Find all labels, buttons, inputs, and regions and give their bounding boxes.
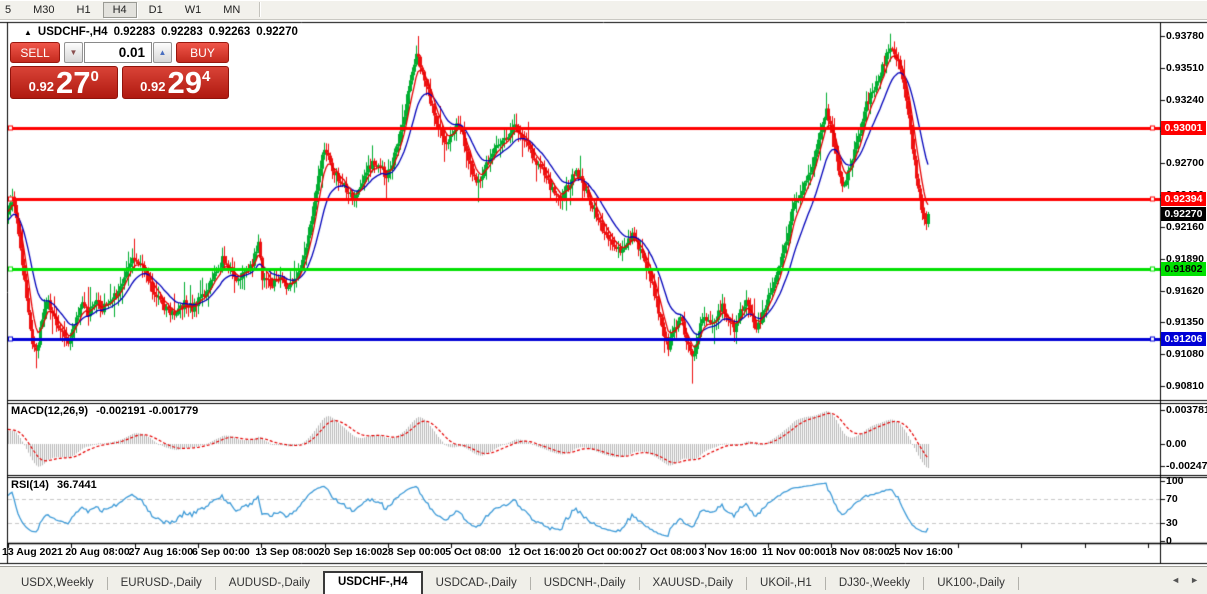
price-axis-label: 0.91350 [1166, 316, 1204, 329]
date-axis-label: 28 Sep 00:00 [381, 546, 446, 558]
price-axis-label: 0.93240 [1166, 93, 1204, 106]
chart-tab-uk100-daily[interactable]: UK100-,Daily [937, 577, 1005, 589]
price-axis-label: 0.92700 [1166, 157, 1204, 170]
volume-decrease-button[interactable]: ▼ [64, 42, 83, 63]
rsi-scale-label: 100 [1166, 475, 1184, 487]
macd-scale-label: 0.00 [1166, 438, 1187, 450]
timeframe-button-d1[interactable]: D1 [148, 3, 163, 16]
tab-scroll-left-icon[interactable]: ◄ [1171, 575, 1181, 585]
date-axis-label: 13 Aug 2021 [2, 546, 63, 558]
timeframe-button-mn[interactable]: MN [223, 3, 241, 16]
timeframe-button-m30[interactable]: M30 [33, 3, 55, 16]
tab-separator [529, 576, 531, 590]
ohlc-close: 0.92270 [256, 26, 298, 38]
macd-scale-label: -0.002476 [1166, 460, 1207, 472]
price-axis-label: 0.93780 [1166, 30, 1204, 43]
volume-input[interactable]: 0.01 [84, 42, 152, 63]
date-axis-label: 11 Nov 00:00 [761, 546, 826, 558]
tab-separator [106, 576, 108, 590]
date-axis-label: 27 Aug 16:00 [128, 546, 194, 558]
tab-scroll-right-icon[interactable]: ► [1190, 575, 1199, 585]
date-axis-label: 20 Sep 16:00 [318, 546, 383, 558]
macd-values: -0.002191 -0.001779 [96, 405, 199, 417]
one-click-trading-panel: SELL ▼ 0.01 ▲ BUY 0.92 27 0 0.92 29 4 [10, 42, 229, 99]
sell-price-base: 0.92 [28, 79, 54, 94]
buy-price-base: 0.92 [140, 79, 166, 94]
macd-name: MACD(12,26,9) [11, 405, 89, 417]
sell-price-big: 27 [55, 65, 91, 100]
sell-price-button[interactable]: 0.92 27 0 [10, 66, 118, 99]
tab-separator [923, 576, 925, 590]
buy-price-button[interactable]: 0.92 29 4 [121, 65, 229, 100]
tab-separator [214, 576, 216, 590]
macd-indicator-label: MACD(12,26,9) -0.002191 -0.001779 [11, 405, 198, 417]
chart-tab-ukoil-h1[interactable]: UKOil-,H1 [760, 577, 812, 589]
hline-price-tag: 0.92394 [1161, 192, 1206, 207]
rsi-scale-label: 70 [1166, 493, 1178, 505]
hline-price-tag: 0.91206 [1161, 332, 1206, 347]
price-axis-label: 0.92160 [1166, 220, 1204, 233]
price-axis-label: 0.91890 [1166, 252, 1204, 265]
date-axis-label: 3 Nov 16:00 [698, 546, 757, 558]
date-axis-label: 20 Oct 00:00 [571, 546, 634, 558]
chart-tab-dj30-weekly[interactable]: DJ30-,Weekly [838, 577, 911, 589]
chart-tab-xauusd-daily[interactable]: XAUUSD-,Daily [652, 577, 734, 589]
tab-separator [746, 576, 748, 590]
price-axis-label: 0.91080 [1166, 348, 1204, 361]
volume-increase-button[interactable]: ▲ [153, 42, 172, 63]
timeframe-button-5[interactable]: 5 [5, 3, 12, 16]
date-axis-label: 20 Aug 08:00 [65, 546, 130, 558]
hline-price-tag: 0.91802 [1161, 262, 1206, 277]
toolbar-separator [259, 2, 261, 17]
rsi-value: 36.7441 [56, 479, 97, 491]
chart-title: ▲ USDCHF-,H4 0.92283 0.92283 0.92263 0.9… [24, 26, 298, 38]
chart-tab-usdcnh-daily[interactable]: USDCNH-,Daily [543, 577, 626, 589]
chart-tab-usdx-weekly[interactable]: USDX,Weekly [21, 577, 94, 589]
timeframe-button-h1[interactable]: H1 [76, 3, 91, 16]
price-axis-label: 0.93510 [1166, 61, 1204, 74]
rsi-indicator-label: RSI(14) 36.7441 [11, 479, 97, 491]
rsi-name: RSI(14) [11, 479, 49, 491]
rsi-scale-label: 30 [1166, 517, 1178, 529]
buy-price-sup: 4 [201, 68, 211, 85]
tab-separator [1017, 576, 1019, 590]
chart-tab-audusd-daily[interactable]: AUDUSD-,Daily [228, 577, 310, 589]
date-axis-label: 25 Nov 16:00 [888, 546, 953, 558]
rsi-scale-label: 0 [1166, 535, 1172, 547]
chart-symbol: USDCHF-,H4 [37, 26, 108, 38]
ohlc-high: 0.92283 [161, 26, 203, 38]
date-axis-label: 18 Nov 08:00 [825, 546, 890, 558]
chart-tab-usdcad-daily[interactable]: USDCAD-,Daily [435, 577, 517, 589]
chart-tab-eurusd-daily[interactable]: EURUSD-,Daily [120, 577, 202, 589]
collapse-triangle-icon[interactable]: ▲ [24, 27, 32, 37]
sell-button[interactable]: SELL [10, 42, 60, 63]
ohlc-low: 0.92263 [208, 26, 251, 38]
date-axis-label: 5 Oct 08:00 [445, 546, 502, 558]
current-price-tag: 0.92270 [1161, 206, 1206, 221]
tab-scroll-nav: ◄ ► [1171, 575, 1199, 585]
chart-tab-usdchf-h4[interactable]: USDCHF-,H4 [322, 571, 423, 594]
timeframe-button-h4[interactable]: H4 [102, 1, 137, 18]
tab-separator [824, 576, 826, 590]
buy-price-big: 29 [167, 65, 202, 100]
date-axis-label: 6 Sep 00:00 [191, 546, 250, 558]
date-axis-label: 12 Oct 16:00 [508, 546, 571, 558]
timeframe-button-w1[interactable]: W1 [184, 3, 202, 16]
hline-price-tag: 0.93001 [1161, 120, 1206, 135]
sell-price-sup: 0 [90, 68, 99, 85]
price-axis-label: 0.91620 [1166, 284, 1204, 297]
date-axis-label: 13 Sep 08:00 [255, 546, 319, 558]
tab-separator [638, 576, 640, 590]
ohlc-open: 0.92283 [113, 26, 156, 38]
buy-button[interactable]: BUY [176, 42, 229, 63]
price-axis-label: 0.90810 [1166, 379, 1204, 392]
chart-tab-bar: USDX,Weekly EURUSD-,Daily AUDUSD-,Daily USD… [0, 566, 1207, 594]
timeframe-toolbar: 5 M30 H1 H4 D1 W1 MN [0, 0, 1207, 20]
date-axis-label: 27 Oct 08:00 [635, 546, 698, 558]
macd-scale-label: 0.003781 [1166, 404, 1207, 416]
